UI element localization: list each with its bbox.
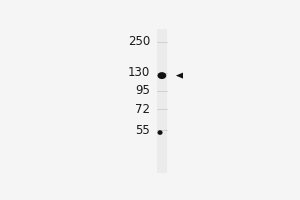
Text: 250: 250 (128, 35, 150, 48)
Text: 72: 72 (135, 103, 150, 116)
Text: 55: 55 (136, 124, 150, 137)
Text: 95: 95 (135, 84, 150, 97)
Ellipse shape (158, 72, 166, 79)
Text: 130: 130 (128, 66, 150, 79)
Ellipse shape (158, 130, 163, 135)
Polygon shape (176, 73, 183, 79)
Bar (157, 29, 167, 173)
